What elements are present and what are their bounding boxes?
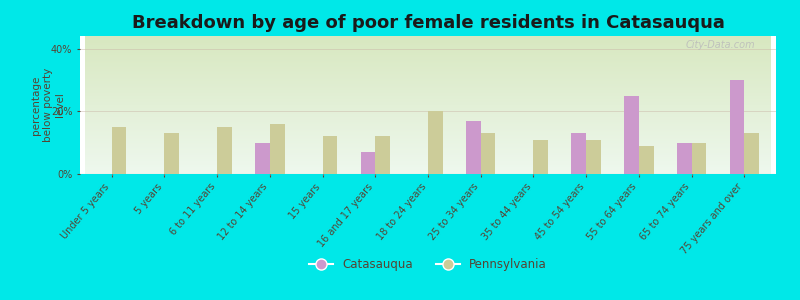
Bar: [730, 80, 744, 174]
Bar: [112, 127, 126, 174]
Text: City-Data.com: City-Data.com: [686, 40, 755, 50]
Bar: [217, 127, 232, 174]
Bar: [361, 152, 375, 174]
Bar: [624, 96, 639, 174]
Bar: [322, 136, 338, 174]
Bar: [571, 133, 586, 174]
Y-axis label: percentage
below poverty
level: percentage below poverty level: [31, 68, 65, 142]
Legend: Catasauqua, Pennsylvania: Catasauqua, Pennsylvania: [304, 253, 552, 276]
Bar: [677, 142, 692, 174]
Bar: [534, 140, 548, 174]
Bar: [586, 140, 601, 174]
Bar: [270, 124, 285, 174]
Bar: [375, 136, 390, 174]
Bar: [744, 133, 759, 174]
Title: Breakdown by age of poor female residents in Catasauqua: Breakdown by age of poor female resident…: [131, 14, 725, 32]
Bar: [164, 133, 179, 174]
Bar: [639, 146, 654, 174]
Bar: [466, 121, 481, 174]
Bar: [255, 142, 270, 174]
Bar: [481, 133, 495, 174]
Bar: [692, 142, 706, 174]
Bar: [428, 111, 442, 174]
